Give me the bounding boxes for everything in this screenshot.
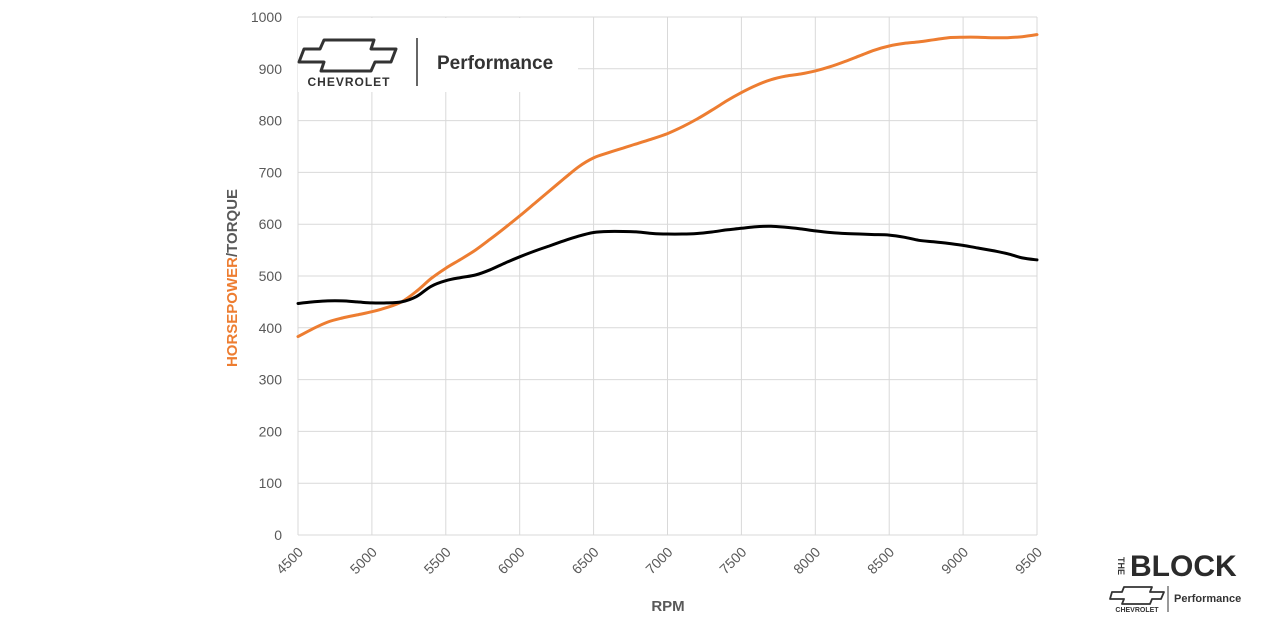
x-tick-label: 9000 xyxy=(938,544,971,577)
chevrolet-wordmark-small: CHEVROLET xyxy=(1115,607,1159,614)
x-tick-label: 6500 xyxy=(568,544,601,577)
x-tick-label: 7500 xyxy=(716,544,749,577)
x-tick-label: 8000 xyxy=(790,544,823,577)
bowtie-icon xyxy=(297,38,398,73)
chevrolet-wordmark: CHEVROLET xyxy=(307,75,390,89)
y-axis-title: HORSEPOWER/TORQUE xyxy=(224,189,241,367)
series-line-torque xyxy=(296,224,1039,305)
x-tick-labels: 4500 5000 5500 6000 6500 7000 7500 8000 8500 9000… xyxy=(273,544,1045,577)
x-tick-label: 7000 xyxy=(642,544,675,577)
chevrolet-performance-logo: CHEVROLET Performance xyxy=(297,18,578,92)
y-axis-title-torque: /TORQUE xyxy=(224,189,241,257)
y-tick-label: 700 xyxy=(259,164,283,180)
y-tick-labels: 0 100 200 300 400 500 600 700 800 900 1000 xyxy=(251,9,282,543)
block-wordmark: BLOCK xyxy=(1130,550,1237,583)
y-tick-label: 900 xyxy=(259,61,283,77)
y-axis-title-horsepower: HORSEPOWER xyxy=(224,257,241,367)
y-tick-label: 1000 xyxy=(251,9,282,25)
y-tick-label: 0 xyxy=(274,527,282,543)
x-axis-title: RPM xyxy=(651,598,684,615)
the-wordmark: THE xyxy=(1116,557,1126,575)
y-tick-label: 100 xyxy=(259,475,283,491)
y-tick-label: 200 xyxy=(259,423,283,439)
y-tick-label: 800 xyxy=(259,113,283,129)
x-tick-label: 8500 xyxy=(864,544,897,577)
grid xyxy=(297,16,1038,536)
bowtie-icon xyxy=(1109,586,1165,605)
the-block-logo: THE BLOCK CHEVROLET Performance xyxy=(1109,550,1241,614)
performance-wordmark: Performance xyxy=(437,53,553,74)
x-tick-label: 9500 xyxy=(1012,544,1045,577)
x-tick-label: 5500 xyxy=(421,544,454,577)
x-tick-label: 4500 xyxy=(273,544,306,577)
x-tick-label: 5000 xyxy=(347,544,380,577)
y-tick-label: 600 xyxy=(259,216,283,232)
series-line-horsepower xyxy=(296,33,1039,339)
y-tick-label: 300 xyxy=(259,372,283,388)
y-tick-label: 400 xyxy=(259,320,283,336)
x-tick-label: 6000 xyxy=(494,544,527,577)
series-lines xyxy=(296,33,1039,339)
performance-wordmark-small: Performance xyxy=(1174,593,1241,605)
y-tick-label: 500 xyxy=(259,268,283,284)
